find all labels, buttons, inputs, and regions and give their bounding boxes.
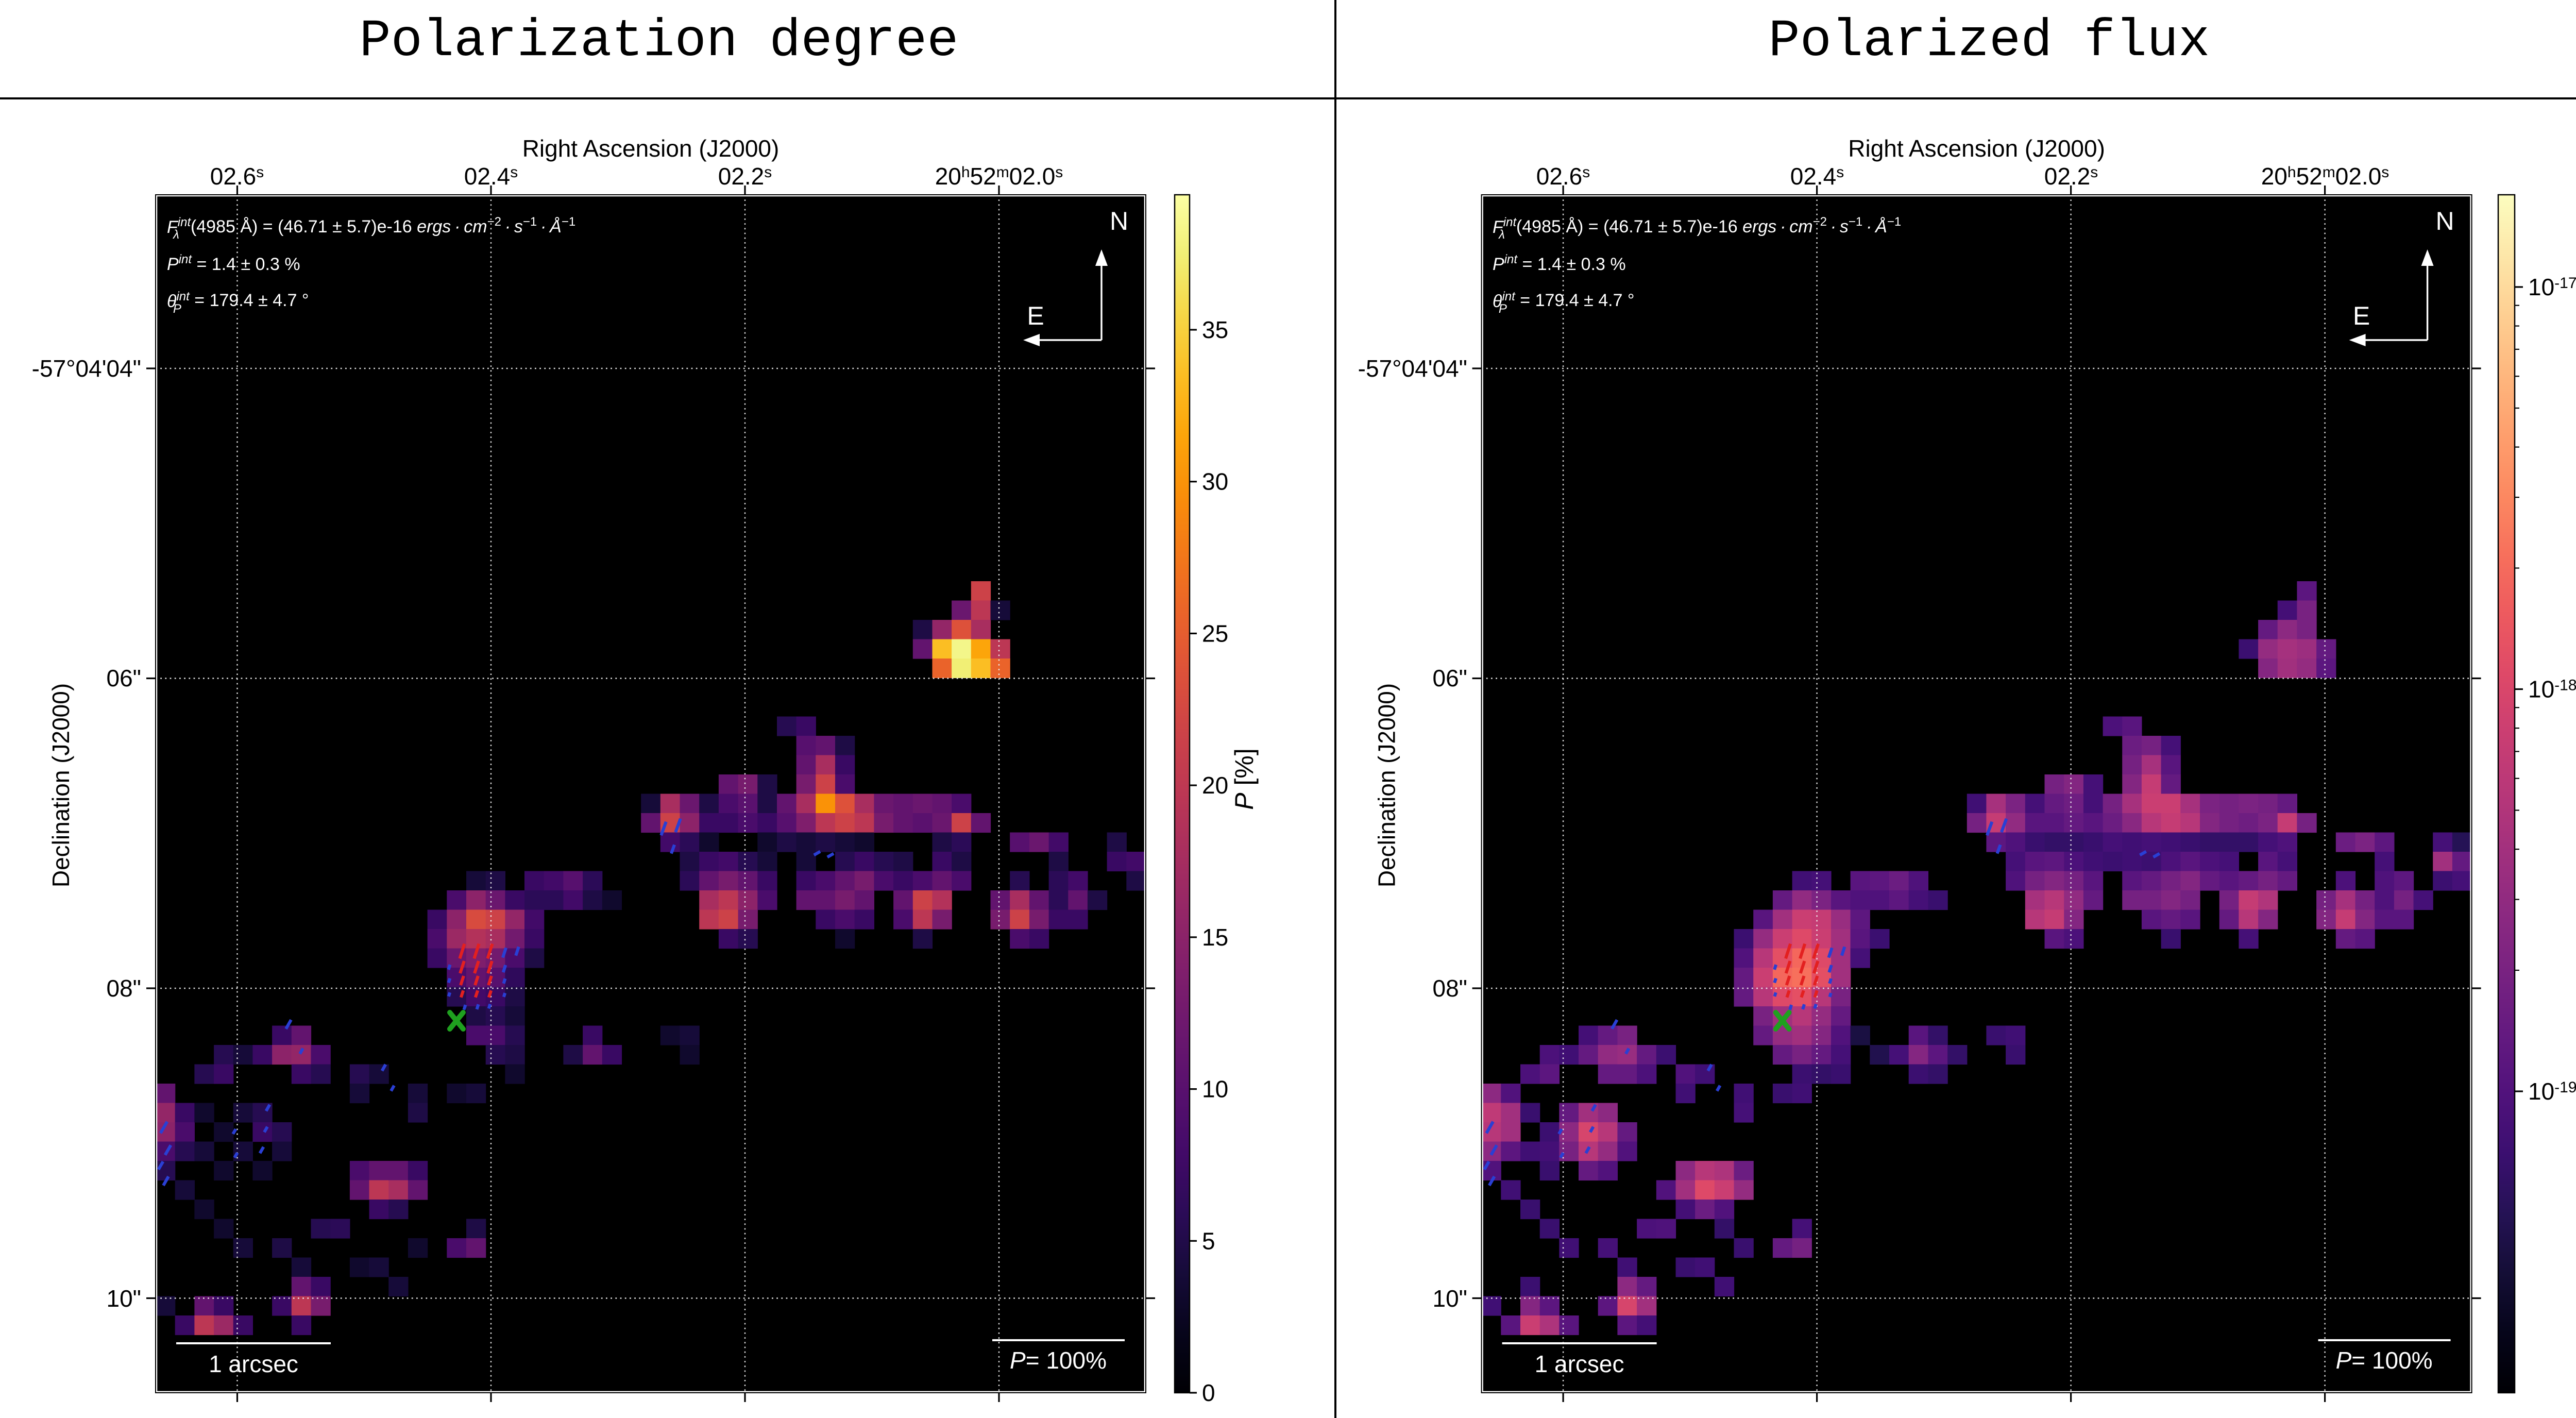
svg-text:0: 0 <box>1202 1379 1215 1406</box>
svg-text:E: E <box>2353 301 2370 330</box>
svg-text:02.6s: 02.6s <box>1536 163 1590 190</box>
svg-text:20: 20 <box>1202 772 1228 799</box>
svg-text:Right Ascension (J2000): Right Ascension (J2000) <box>522 135 779 162</box>
svg-text:06": 06" <box>107 665 142 691</box>
svg-text:Polarized flux: Polarized flux <box>1769 11 2210 71</box>
svg-text:02.6s: 02.6s <box>210 163 264 190</box>
svg-text:1 arcsec: 1 arcsec <box>209 1351 298 1377</box>
svg-text:5: 5 <box>1202 1227 1215 1254</box>
svg-text:Pint = 1.4 ± 0.3 %: Pint = 1.4 ± 0.3 % <box>1493 252 1626 274</box>
svg-text:10": 10" <box>1433 1285 1468 1312</box>
svg-text:08": 08" <box>107 975 142 1002</box>
svg-text:P [%]: P [%] <box>1230 748 1259 810</box>
svg-text:35: 35 <box>1202 316 1228 343</box>
svg-text:Declination (J2000): Declination (J2000) <box>47 683 74 887</box>
svg-text:-57°04'04": -57°04'04" <box>32 355 141 382</box>
svg-text:E: E <box>1027 301 1044 330</box>
svg-text:08": 08" <box>1433 975 1468 1002</box>
svg-text:30: 30 <box>1202 468 1228 495</box>
svg-text:P= 100%: P= 100% <box>2336 1347 2433 1374</box>
svg-text:P= 100%: P= 100% <box>1010 1347 1107 1374</box>
svg-text:10-18: 10-18 <box>2528 676 2576 703</box>
svg-text:10-19: 10-19 <box>2528 1078 2576 1105</box>
svg-text:20h52m02.0s: 20h52m02.0s <box>2261 163 2389 190</box>
svg-text:Right Ascension (J2000): Right Ascension (J2000) <box>1848 135 2105 162</box>
svg-text:-57°04'04": -57°04'04" <box>1358 355 1467 382</box>
svg-text:Declination (J2000): Declination (J2000) <box>1374 683 1400 887</box>
svg-text:02.4s: 02.4s <box>1790 163 1844 190</box>
svg-text:15: 15 <box>1202 924 1228 951</box>
svg-text:02.2s: 02.2s <box>2044 163 2098 190</box>
svg-text:10: 10 <box>1202 1076 1228 1103</box>
svg-text:Polarization degree: Polarization degree <box>360 11 959 71</box>
svg-text:06": 06" <box>1433 665 1468 691</box>
svg-text:02.2s: 02.2s <box>718 163 772 190</box>
svg-text:02.4s: 02.4s <box>464 163 518 190</box>
svg-text:10": 10" <box>107 1285 142 1312</box>
svg-text:25: 25 <box>1202 620 1228 647</box>
svg-text:1 arcsec: 1 arcsec <box>1535 1351 1624 1377</box>
svg-text:N: N <box>2436 207 2454 235</box>
svg-text:N: N <box>1110 207 1128 235</box>
svg-text:Pint = 1.4 ± 0.3 %: Pint = 1.4 ± 0.3 % <box>167 252 300 274</box>
